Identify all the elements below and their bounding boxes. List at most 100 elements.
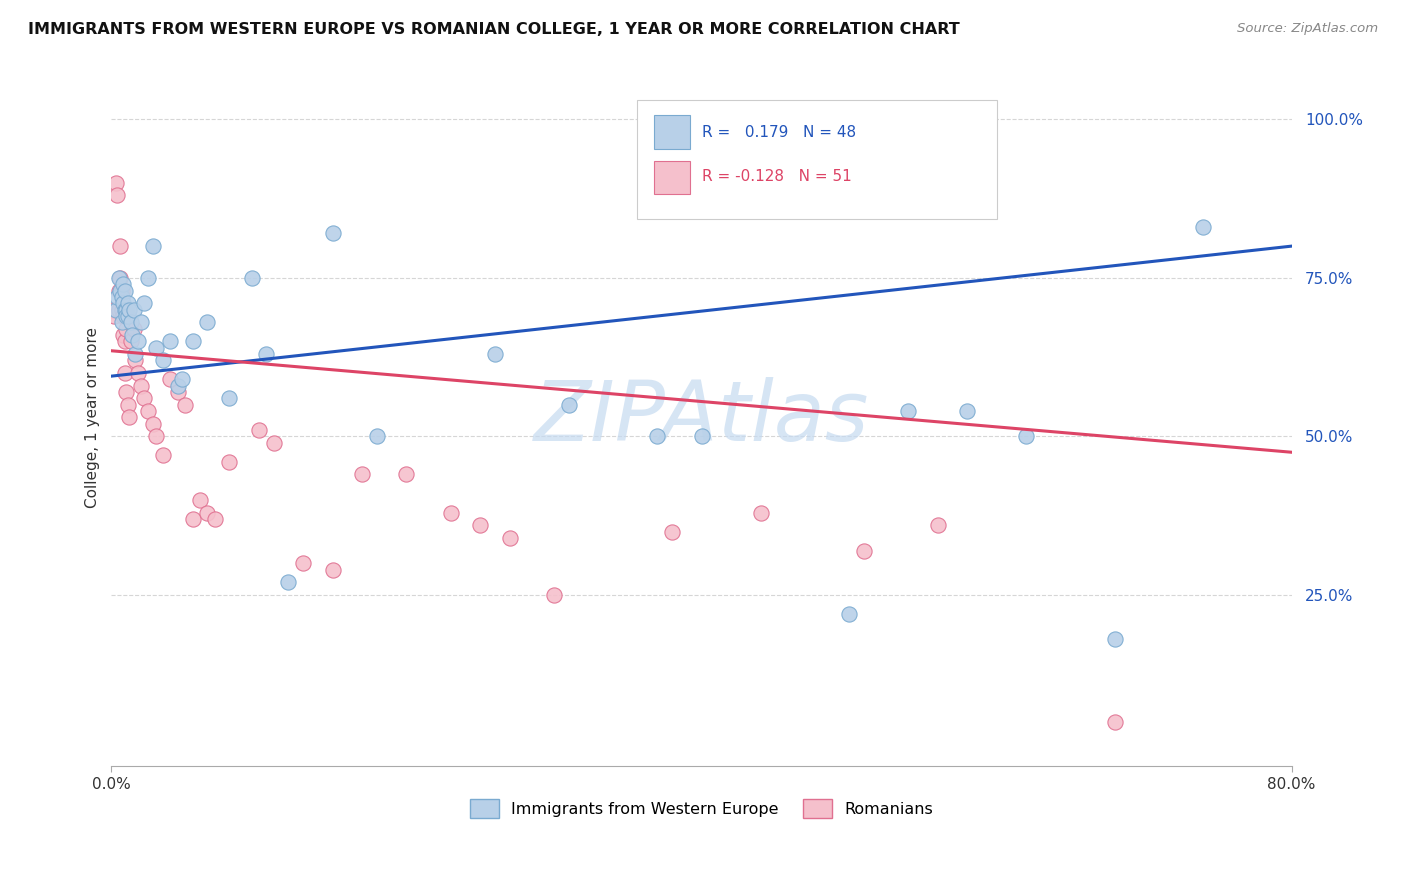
Point	[132, 296, 155, 310]
Point	[105, 188, 128, 202]
Point	[114, 284, 136, 298]
Point	[114, 334, 136, 349]
Point	[166, 384, 188, 399]
Point	[112, 309, 135, 323]
Point	[240, 270, 263, 285]
Point	[543, 588, 565, 602]
Point	[117, 398, 139, 412]
Point	[120, 315, 142, 329]
Point	[322, 563, 344, 577]
Point	[174, 398, 197, 412]
Point	[122, 302, 145, 317]
Point	[263, 435, 285, 450]
Point	[145, 341, 167, 355]
Point	[852, 543, 875, 558]
Point	[112, 327, 135, 342]
Point	[749, 506, 772, 520]
Point	[499, 531, 522, 545]
Point	[142, 239, 165, 253]
Point	[111, 290, 134, 304]
Point	[122, 321, 145, 335]
Point	[111, 302, 134, 317]
Point	[118, 302, 141, 317]
Point	[440, 506, 463, 520]
Point	[838, 607, 860, 621]
Point	[124, 353, 146, 368]
Point	[927, 518, 949, 533]
Point	[118, 410, 141, 425]
Point	[136, 270, 159, 285]
Point	[166, 378, 188, 392]
Point	[218, 392, 240, 406]
Point	[136, 404, 159, 418]
Text: R =   0.179   N = 48: R = 0.179 N = 48	[702, 125, 856, 140]
Point	[1192, 220, 1215, 235]
Point	[101, 302, 124, 317]
Legend: Immigrants from Western Europe, Romanians: Immigrants from Western Europe, Romanian…	[464, 792, 939, 824]
Point	[110, 239, 132, 253]
Point	[115, 321, 138, 335]
Point	[104, 176, 127, 190]
Point	[107, 284, 129, 298]
Bar	[654, 115, 690, 149]
Point	[1104, 714, 1126, 729]
Point	[142, 417, 165, 431]
Y-axis label: College, 1 year or more: College, 1 year or more	[86, 326, 100, 508]
Point	[110, 270, 132, 285]
Point	[117, 309, 139, 323]
Text: ZIPAtlas: ZIPAtlas	[534, 376, 869, 458]
Point	[112, 277, 135, 292]
Point	[645, 429, 668, 443]
Point	[1104, 632, 1126, 647]
Point	[129, 378, 152, 392]
Point	[254, 347, 277, 361]
Point	[103, 309, 125, 323]
Point	[127, 366, 149, 380]
Point	[484, 347, 506, 361]
Point	[152, 449, 174, 463]
Point	[195, 315, 218, 329]
Point	[188, 492, 211, 507]
Text: IMMIGRANTS FROM WESTERN EUROPE VS ROMANIAN COLLEGE, 1 YEAR OR MORE CORRELATION C: IMMIGRANTS FROM WESTERN EUROPE VS ROMANI…	[28, 22, 960, 37]
Bar	[654, 161, 690, 194]
Point	[111, 284, 134, 298]
Point	[956, 404, 979, 418]
Point	[470, 518, 492, 533]
Point	[115, 302, 138, 317]
Point	[1015, 429, 1038, 443]
Point	[132, 392, 155, 406]
Point	[120, 334, 142, 349]
Point	[117, 296, 139, 310]
Point	[111, 315, 134, 329]
Point	[114, 302, 136, 317]
Point	[395, 467, 418, 482]
FancyBboxPatch shape	[637, 100, 997, 219]
Point	[181, 334, 204, 349]
Point	[127, 334, 149, 349]
Point	[661, 524, 683, 539]
Text: R = -0.128   N = 51: R = -0.128 N = 51	[702, 169, 851, 184]
Text: Source: ZipAtlas.com: Source: ZipAtlas.com	[1237, 22, 1378, 36]
Point	[247, 423, 270, 437]
Point	[195, 506, 218, 520]
Point	[292, 556, 315, 570]
Point	[124, 347, 146, 361]
Point	[114, 366, 136, 380]
Point	[558, 398, 581, 412]
Point	[749, 137, 772, 152]
Point	[366, 429, 388, 443]
Point	[129, 315, 152, 329]
Point	[159, 334, 181, 349]
Point	[690, 429, 713, 443]
Point	[277, 575, 299, 590]
Point	[204, 512, 226, 526]
Point	[145, 429, 167, 443]
Point	[107, 270, 129, 285]
Point	[115, 384, 138, 399]
Point	[159, 372, 181, 386]
Point	[352, 467, 374, 482]
Point	[107, 302, 129, 317]
Point	[152, 353, 174, 368]
Point	[172, 372, 194, 386]
Point	[104, 302, 127, 317]
